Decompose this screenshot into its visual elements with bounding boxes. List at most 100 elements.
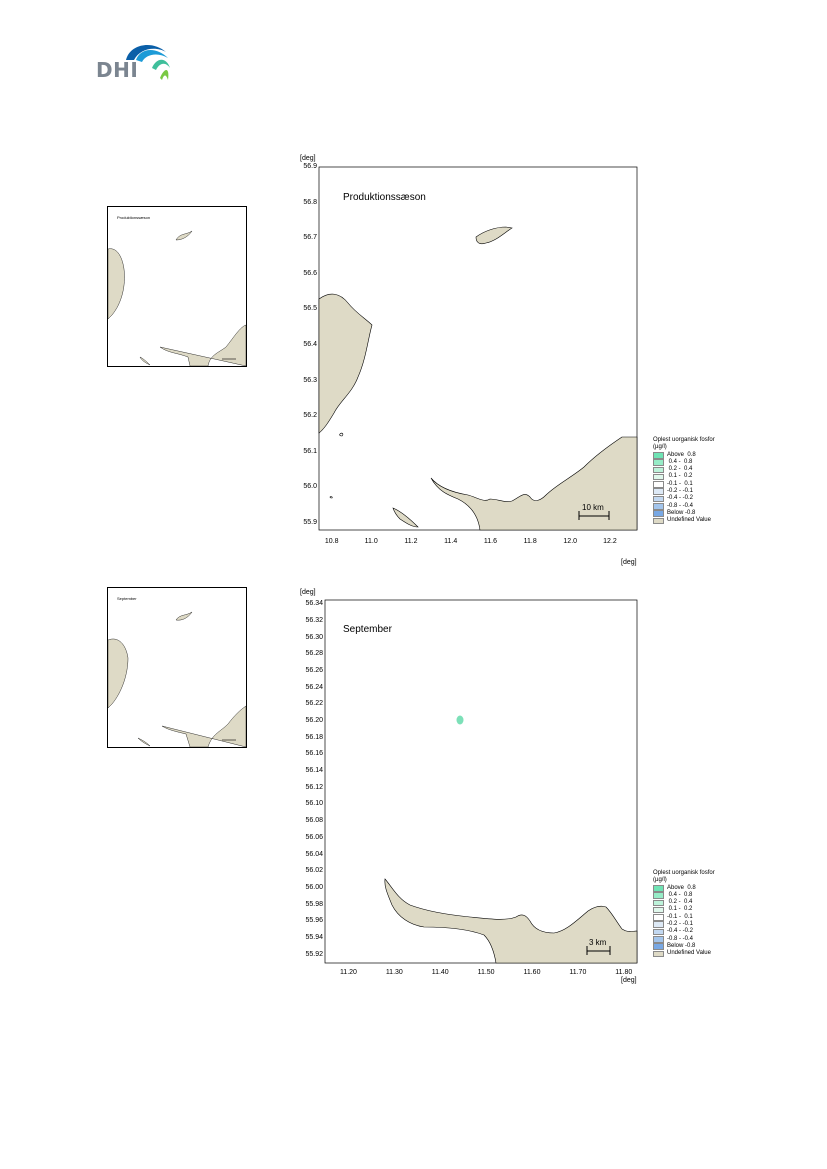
y-tick-label: 56.16 [305,750,323,758]
legend-entry: 0.4 - 0.8 [653,892,715,899]
scale-bar-label: 10 km [582,503,604,512]
y-tick-label: 56.26 [305,666,323,674]
legend-unit: (µg/l) [653,877,667,884]
y-tick-label: 56.06 [305,833,323,841]
y-tick-label: 56.02 [305,867,323,875]
inset-map-coastline [108,230,246,366]
y-tick-label: 55.9 [303,518,317,526]
x-tick-label: 10.8 [324,538,339,545]
islet-small [339,432,344,437]
legend-label: 0.1 - 0.2 [667,906,693,913]
x-tick-label: 11.70 [569,969,587,976]
legend-entry: 0.4 - 0.8 [653,459,715,466]
legend-label: 0.4 - 0.8 [667,891,693,898]
y-tick-label: 56.12 [305,783,323,791]
x-tick-label: 11.4 [444,538,458,545]
legend-title: Oplest uorganisk fosfor [653,437,715,443]
legend-entry: Undefined Value [653,517,715,525]
legend-label: -0.2 - -0.1 [667,488,694,495]
x-tick-label: 11.0 [364,538,378,545]
y-axis-unit: [deg] [300,155,316,162]
land-zealand [384,878,638,964]
legend-entry: -0.8 - -0.4 [653,503,715,510]
legend-swatch [653,451,664,459]
islet-tiny [329,496,333,499]
scale-bar [586,946,611,955]
x-tick-label: 11.30 [385,969,403,976]
legend-swatch [653,488,664,496]
x-tick-label: 11.6 [483,538,498,545]
legend-entry: -0.4 - -0.2 [653,928,715,936]
inset-map-production-season: Produktionssæson [107,206,247,367]
y-tick-label: 56.20 [305,717,323,724]
legend-swatch [653,884,664,892]
y-tick-label: 56.8 [303,198,317,206]
legend-swatch [653,466,664,474]
legend-entry: -0.1 - 0.1 [653,914,715,921]
legend-entries: Above 0.8 0.4 - 0.8 0.2 - 0.4 0.1 - 0.2-… [653,452,715,525]
x-axis-unit: [deg] [621,977,637,984]
y-tick-label: 56.22 [305,700,323,708]
y-tick-label: 56.9 [303,163,317,170]
y-tick-label: 55.94 [305,933,323,941]
legend-label: 0.2 - 0.4 [667,899,693,906]
x-tick-label: 11.2 [404,538,418,545]
legend-entry: 0.2 - 0.4 [653,899,715,907]
legend-entry: -0.4 - -0.2 [653,495,715,503]
legend-swatch [653,892,664,899]
x-tick-label: 11.60 [523,969,541,976]
map-title: Produktionssæson [343,192,426,203]
legend-swatch [653,914,664,921]
legend-entry: 0.1 - 0.2 [653,473,715,481]
map-production-season: [deg] 10 km Produktionssæson 56.9 56.8 56.… [300,155,645,575]
y-tick-label: 56.34 [305,600,323,608]
legend-label: 0.1 - 0.2 [667,473,693,480]
y-tick-label: 56.08 [305,817,323,825]
map-plot-area [324,599,638,964]
dhi-logo: DHI [96,38,176,82]
land-djursland [318,293,373,434]
y-tick-label: 56.10 [305,800,323,808]
legend-swatch [653,906,664,914]
y-tick-label: 56.5 [303,305,317,313]
legend-swatch [653,950,664,958]
legend-swatch [653,473,664,481]
y-tick-label: 56.7 [303,234,317,242]
legend-label: -0.4 - -0.2 [667,495,694,502]
y-tick-label: 56.6 [303,269,317,277]
legend-label: Below -0.8 [667,942,696,949]
legend-label: 0.2 - 0.4 [667,466,693,473]
y-tick-label: 55.98 [305,900,323,908]
legend-entry: Undefined Value [653,950,715,958]
legend-swatch [653,510,664,517]
legend-entry: Below -0.8 [653,510,715,517]
y-tick-label: 56.2 [303,412,317,420]
scale-bar-label: 3 km [589,938,607,947]
y-tick-label: 56.14 [305,767,323,775]
y-tick-label: 56.18 [305,733,323,741]
y-tick-label: 56.04 [305,850,323,858]
legend-entries: Above 0.8 0.4 - 0.8 0.2 - 0.4 0.1 - 0.2-… [653,885,715,958]
legend-swatch [653,943,664,950]
legend-swatch [653,517,664,525]
legend-label: -0.8 - -0.4 [667,502,694,509]
inset-map-coastline [108,611,246,747]
legend-label: Undefined Value [667,950,711,957]
legend-swatch [653,928,664,936]
y-tick-label: 56.28 [305,650,323,658]
legend-swatch [653,481,664,488]
logo-text: DHI [96,58,139,82]
legend-unit: (µg/l) [653,444,667,451]
x-tick-label: 11.20 [339,969,357,976]
inset-map-september: September [107,587,247,748]
anomaly-patch [456,715,464,725]
y-tick-label: 55.96 [305,917,323,925]
legend-swatch [653,936,664,943]
x-tick-label: 11.80 [615,969,633,976]
y-axis-unit: [deg] [300,589,316,596]
x-tick-label: 11.40 [431,969,449,976]
legend-label: Undefined Value [667,517,711,524]
legend-label: Above 0.8 [667,884,696,891]
legend-entry: -0.2 - -0.1 [653,921,715,929]
legend-swatch [653,503,664,510]
